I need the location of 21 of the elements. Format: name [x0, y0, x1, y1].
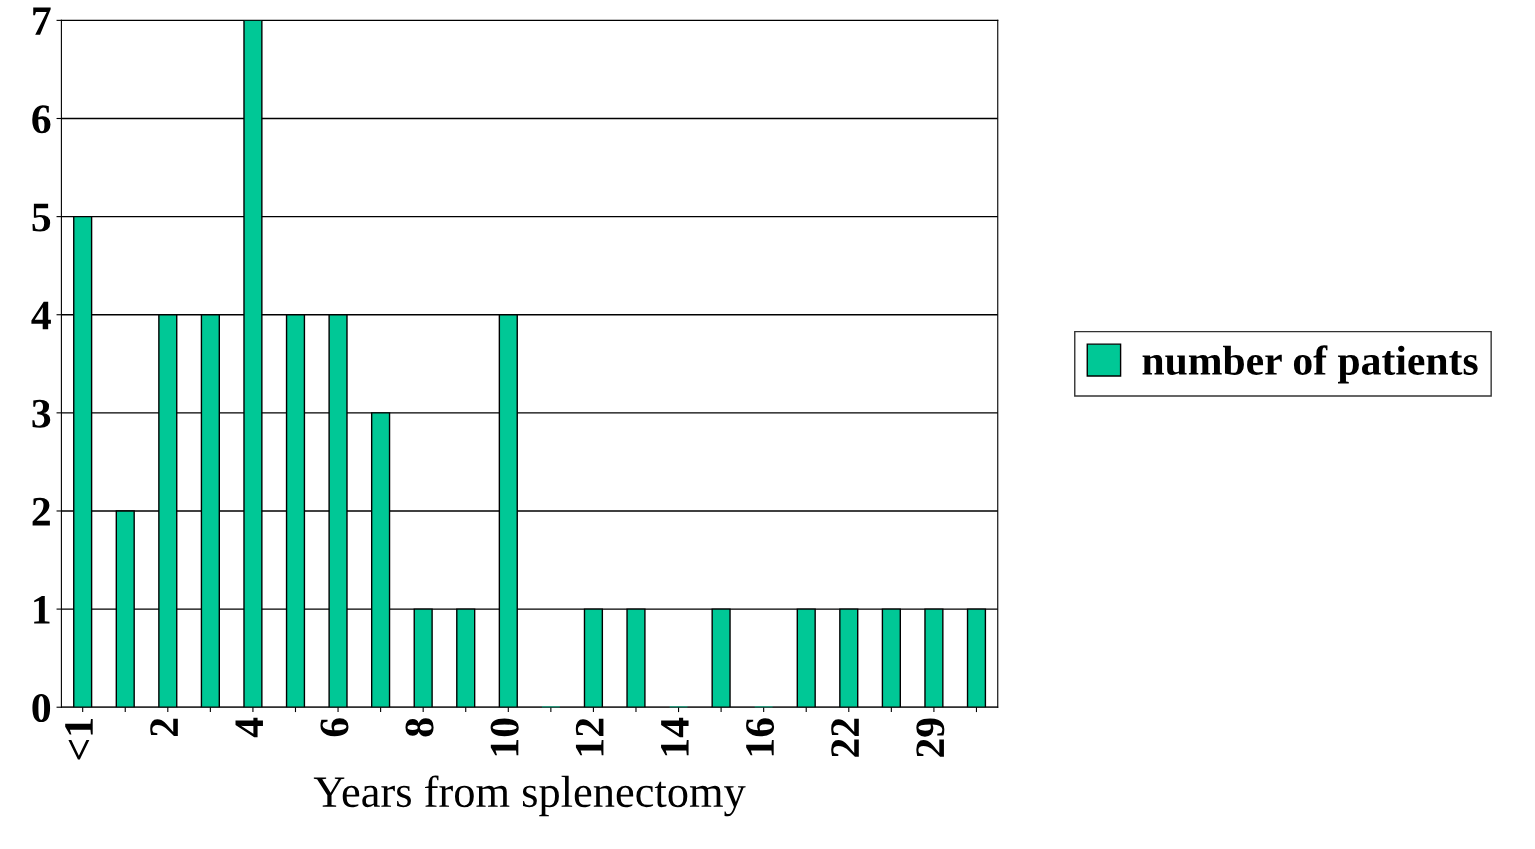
- y-tick-label: 7: [33, 7, 51, 35]
- y-tick-label: 6: [32, 105, 51, 134]
- x-axis-title: Years from splenectomy: [313, 775, 746, 817]
- x-tick-label: 29: [916, 718, 945, 757]
- x-tick-label: 14: [661, 717, 689, 756]
- x-tick-label: 2: [150, 718, 178, 737]
- y-tick-label: 1: [34, 596, 50, 624]
- y-tick-label: 4: [31, 301, 51, 330]
- x-tick-label: 4: [235, 717, 263, 738]
- x-tick-label: <1: [65, 719, 93, 760]
- x-tick-label: 8: [405, 718, 434, 737]
- x-tick-label: 10: [490, 718, 519, 756]
- x-tick-label: 22: [831, 718, 859, 757]
- y-tick-label: 3: [32, 399, 51, 428]
- y-tick-label: 0: [32, 693, 51, 723]
- x-tick-label: 6: [320, 718, 349, 737]
- y-tick-label: 2: [32, 497, 50, 526]
- y-tick-label: 5: [32, 203, 51, 232]
- legend-label: number of patients: [1142, 345, 1478, 384]
- x-tick-label: 16: [746, 718, 775, 756]
- x-tick-label: 12: [575, 718, 604, 756]
